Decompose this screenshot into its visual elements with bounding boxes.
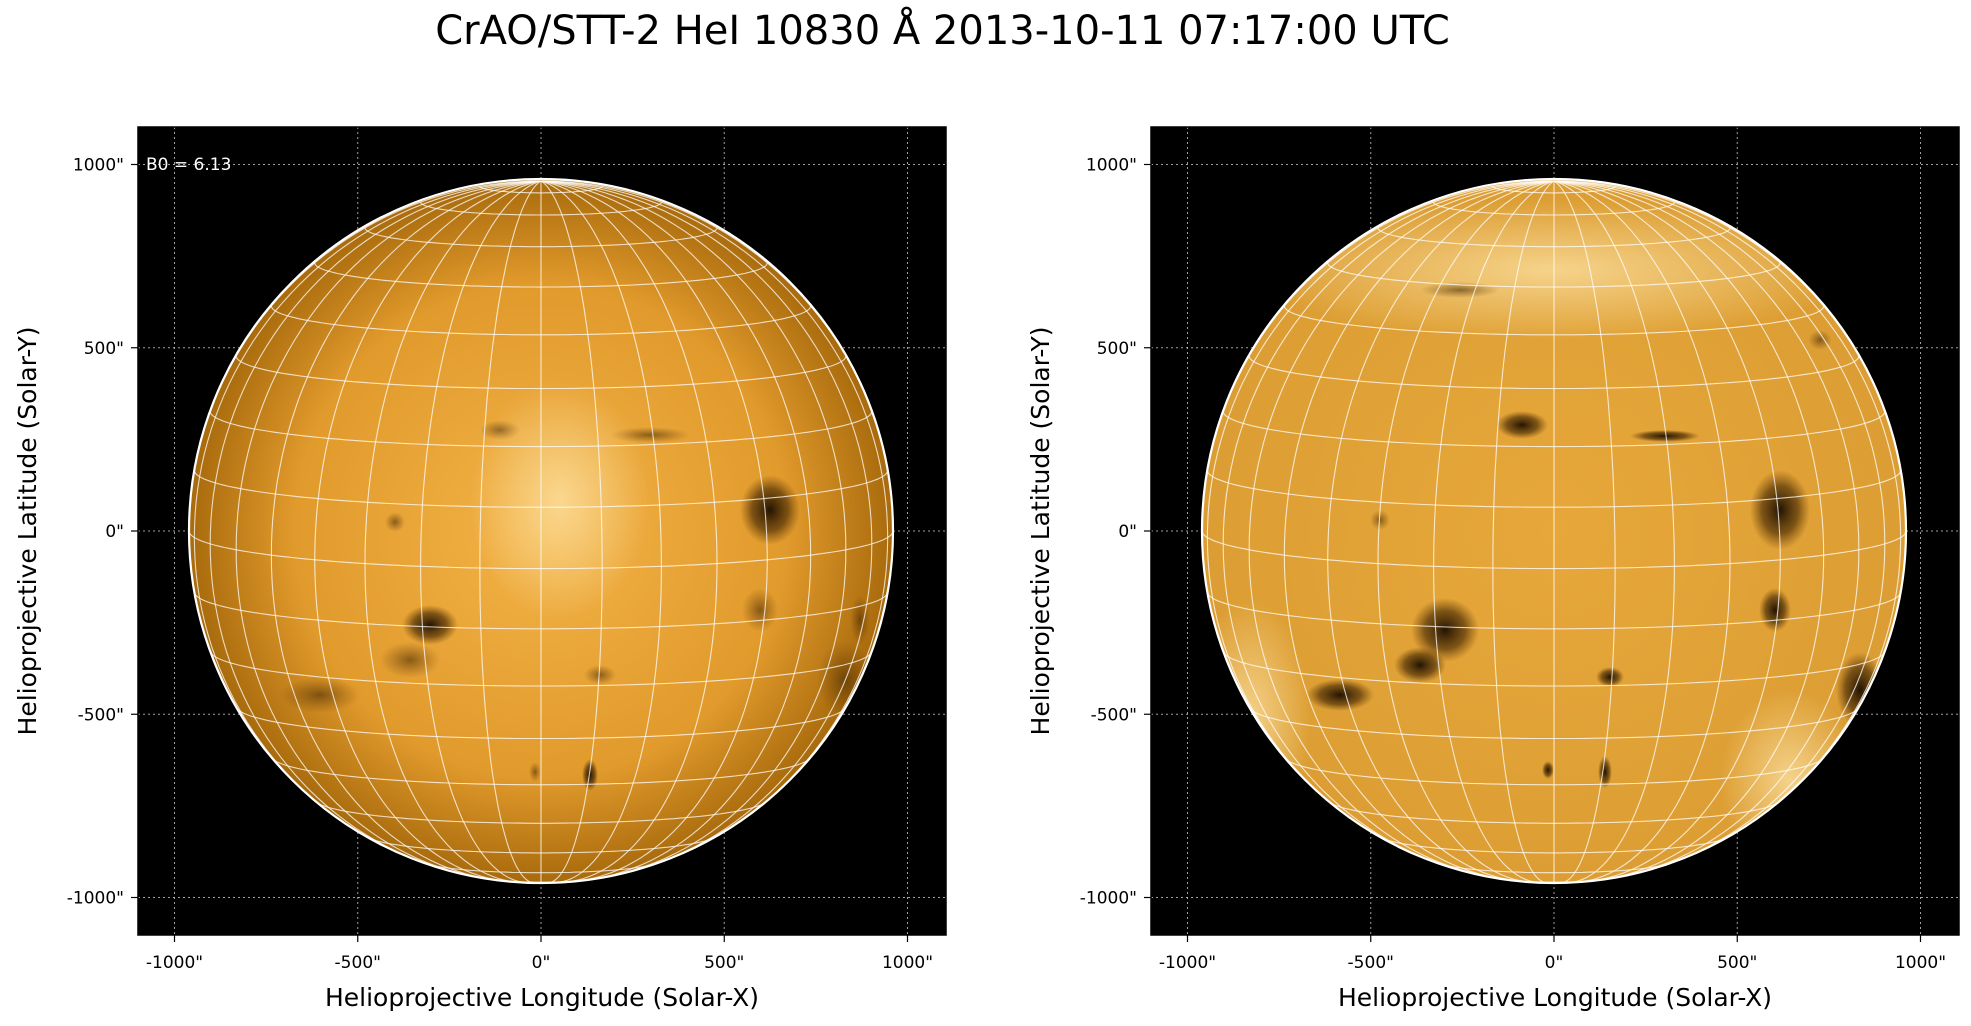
left-limb [187, 177, 895, 885]
left-longitude-line [209, 180, 542, 869]
left-longitude-line [540, 180, 768, 883]
left-x-tick-label: 0" [532, 953, 551, 973]
right-y-tick-label: -500" [1091, 705, 1137, 725]
right-longitude-line [1206, 180, 1555, 832]
right-longitude-line [1492, 180, 1555, 883]
right-longitude-line [1553, 180, 1675, 883]
left-longitude-line [314, 180, 542, 883]
right-heliographic-grid [1202, 180, 1906, 883]
left-y-tick-label: 1000" [73, 156, 124, 176]
right-limb [1200, 177, 1908, 885]
right-longitude-line [1553, 180, 1886, 869]
right-axis-ticks: -1000" 1000" -500" 500" 0" 0" 500" -500" 1000" -1… [1080, 156, 1946, 974]
right-longitude-line [1553, 180, 1860, 876]
left-longitude-line [479, 180, 542, 883]
left-x-tick-label: -500" [335, 953, 381, 973]
left-annotation: B0 = 6.13 [146, 155, 231, 175]
right-y-tick-label: -1000" [1080, 889, 1137, 909]
right-longitude-line [1377, 180, 1555, 883]
right-longitude-line [1553, 180, 1825, 881]
left-longitude-line [540, 180, 603, 883]
left-x-tick-label: 500" [704, 953, 744, 973]
left-axis-ticks: -1000" 1000" -500" 500" 0" 0" 500" -500" 1000" -1… [67, 156, 933, 974]
left-longitude-line [235, 180, 542, 876]
right-x-tick-label: 0" [1545, 953, 1564, 973]
right-longitude-line [1283, 180, 1555, 881]
left-longitude-line [364, 180, 542, 883]
left-longitude-line [540, 180, 718, 883]
left-y-tick-label: 0" [105, 522, 124, 542]
right-x-tick-label: -1000" [1159, 953, 1216, 973]
right-longitude-line [1433, 180, 1555, 883]
right-longitude-line [1327, 180, 1555, 883]
right-y-tick-label: 1000" [1086, 156, 1137, 176]
right-x-tick-label: 1000" [1895, 953, 1946, 973]
left-longitude-line [270, 180, 542, 881]
right-x-tick-label: 500" [1717, 953, 1757, 973]
left-longitude-line [193, 180, 542, 832]
right-longitude-line [1248, 180, 1555, 876]
left-longitude-line [540, 180, 873, 869]
figure-title: CrAO/STT-2 HeI 10830 Å 2013-10-11 07:17:… [435, 8, 1450, 54]
right-panel: -1000" 1000" -500" 500" 0" 0" 500" -500" 1000" -1… [1026, 126, 1960, 1012]
left-longitude-line [540, 180, 812, 881]
left-y-tick-label: 500" [84, 339, 124, 359]
left-y-tick-label: -1000" [67, 889, 124, 909]
right-longitude-line [1222, 180, 1555, 869]
right-xlabel: Helioprojective Longitude (Solar-X) [1338, 983, 1772, 1012]
left-heliographic-grid [189, 180, 893, 883]
right-ylabel: Helioprojective Latitude (Solar-Y) [1026, 327, 1055, 736]
left-x-tick-label: -1000" [146, 953, 203, 973]
left-longitude-line [540, 180, 847, 876]
left-panel: B0 = 6.13 -1000" 1000" -500" 500" 0" 0" 500" -5… [13, 126, 947, 1012]
left-longitude-line [420, 180, 542, 883]
right-longitude-line [1553, 180, 1616, 883]
right-longitude-line [1553, 180, 1731, 883]
right-y-tick-label: 500" [1097, 339, 1137, 359]
left-longitude-line [540, 180, 889, 832]
left-x-tick-label: 1000" [882, 953, 933, 973]
right-y-tick-label: 0" [1118, 522, 1137, 542]
right-x-tick-label: -500" [1348, 953, 1394, 973]
left-y-tick-label: -500" [78, 705, 124, 725]
left-ylabel: Helioprojective Latitude (Solar-Y) [13, 327, 42, 736]
right-longitude-line [1553, 180, 1902, 832]
left-longitude-line [540, 180, 662, 883]
right-longitude-line [1553, 180, 1781, 883]
left-xlabel: Helioprojective Longitude (Solar-X) [325, 983, 759, 1012]
